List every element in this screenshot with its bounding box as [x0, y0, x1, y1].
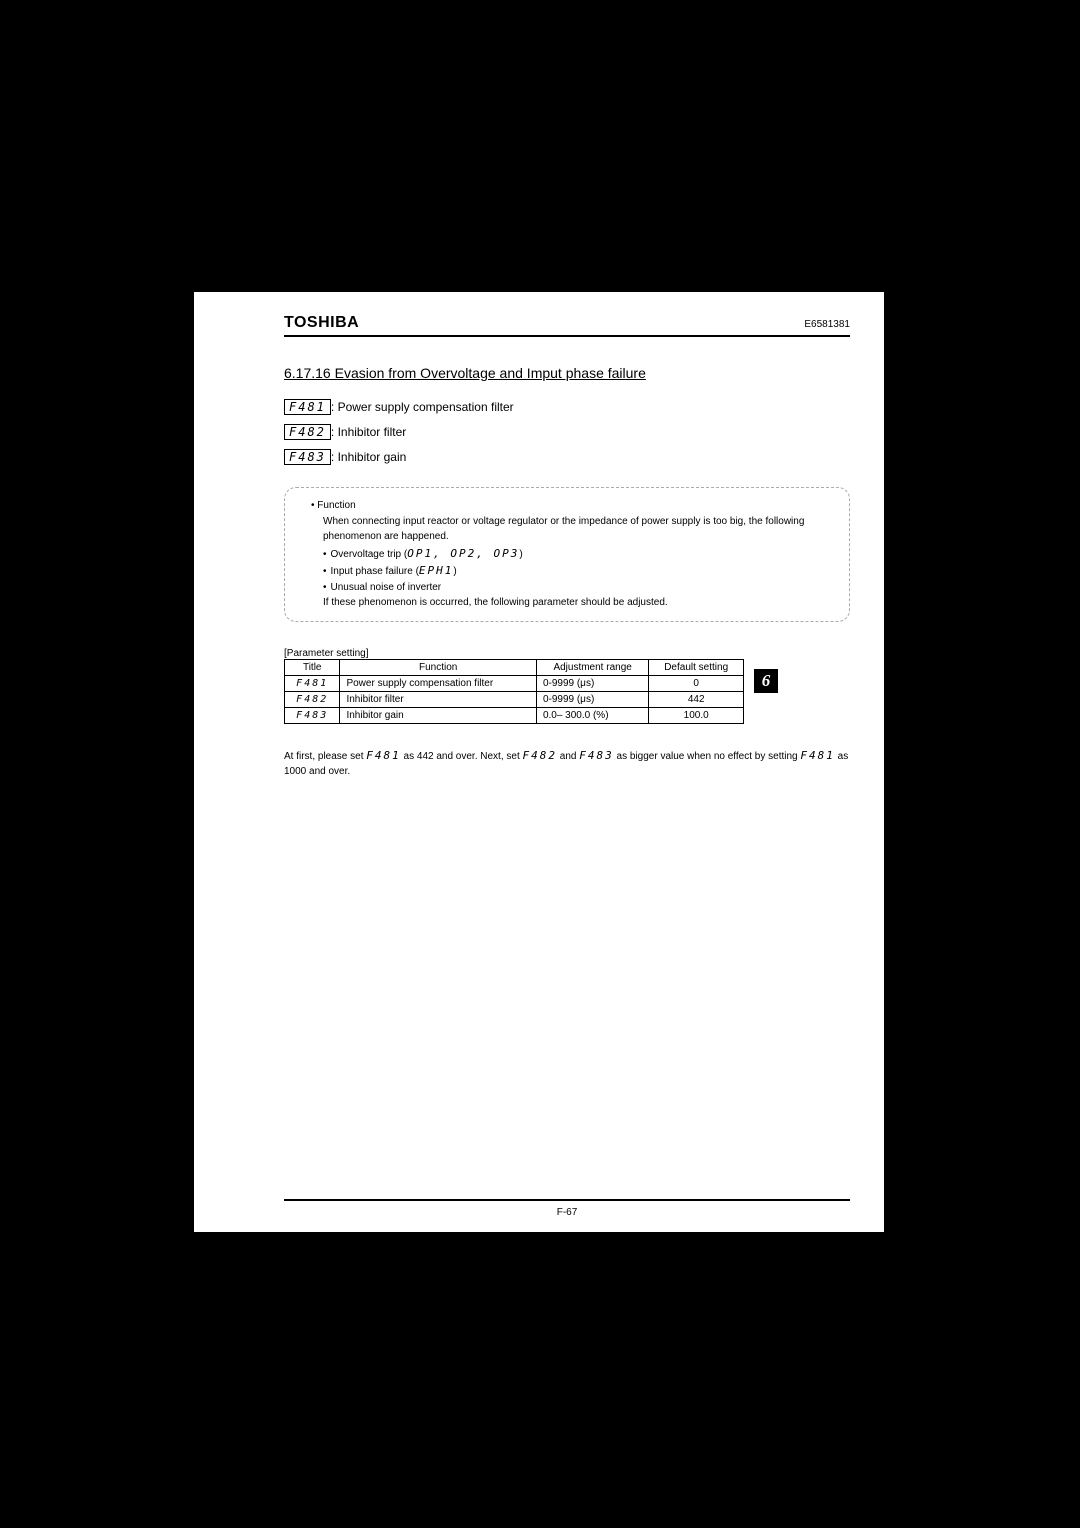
param-label: : Inhibitor filter: [331, 425, 406, 439]
th-title: Title: [285, 659, 340, 675]
function-label: • Function: [311, 498, 835, 514]
function-item: Unusual noise of inverter: [323, 580, 835, 596]
function-item: Overvoltage trip (OP1, OP2, OP3): [323, 545, 835, 563]
cell-default: 0: [649, 675, 744, 691]
param-code-box: F482: [284, 424, 331, 440]
code-inline: F482: [523, 749, 558, 762]
code-inline: F481: [800, 749, 835, 762]
parameter-table: Title Function Adjustment range Default …: [284, 659, 744, 724]
cell-func: Inhibitor filter: [340, 691, 536, 707]
header: TOSHIBA E6581381: [284, 314, 850, 337]
page-footer: F-67: [284, 1199, 850, 1218]
code-inline: EPH1: [419, 564, 454, 577]
cell-default: 100.0: [649, 707, 744, 723]
function-tail: If these phenomenon is occurred, the fol…: [323, 595, 835, 611]
table-row-wrapper: Title Function Adjustment range Default …: [284, 659, 850, 724]
param-label: : Inhibitor gain: [331, 450, 406, 464]
param-code-box: F481: [284, 399, 331, 415]
code-inline: F481: [366, 749, 401, 762]
cell-default: 442: [649, 691, 744, 707]
table-row: F482 Inhibitor filter 0-9999 (μs) 442: [285, 691, 744, 707]
param-label: : Power supply compensation filter: [331, 400, 514, 414]
cell-title: F482: [285, 691, 340, 707]
param-f483: F483: Inhibitor gain: [284, 449, 850, 465]
cell-title: F483: [285, 707, 340, 723]
cell-range: 0-9999 (μs): [536, 691, 648, 707]
table-row: F483 Inhibitor gain 0.0– 300.0 (%) 100.0: [285, 707, 744, 723]
cell-title: F481: [285, 675, 340, 691]
page-container: TOSHIBA E6581381 6.17.16 Evasion from Ov…: [194, 292, 884, 1232]
cell-func: Power supply compensation filter: [340, 675, 536, 691]
table-caption: [Parameter setting]: [284, 648, 850, 659]
th-function: Function: [340, 659, 536, 675]
brand-logo: TOSHIBA: [284, 314, 359, 332]
table-header-row: Title Function Adjustment range Default …: [285, 659, 744, 675]
chapter-tab-badge: 6: [754, 669, 778, 693]
param-code-box: F483: [284, 449, 331, 465]
function-lead: When connecting input reactor or voltage…: [323, 514, 835, 545]
table-row: F481 Power supply compensation filter 0-…: [285, 675, 744, 691]
section-heading: 6.17.16 Evasion from Overvoltage and Imp…: [284, 365, 850, 381]
param-f481: F481: Power supply compensation filter: [284, 399, 850, 415]
function-item: Input phase failure (EPH1): [323, 562, 835, 580]
cell-range: 0.0– 300.0 (%): [536, 707, 648, 723]
code-inline: OP1, OP2, OP3: [407, 547, 519, 560]
cell-func: Inhibitor gain: [340, 707, 536, 723]
th-default: Default setting: [649, 659, 744, 675]
doc-number: E6581381: [804, 319, 850, 330]
param-f482: F482: Inhibitor filter: [284, 424, 850, 440]
code-inline: F483: [579, 749, 614, 762]
th-range: Adjustment range: [536, 659, 648, 675]
cell-range: 0-9999 (μs): [536, 675, 648, 691]
function-box: • Function When connecting input reactor…: [284, 487, 850, 622]
footnote: At first, please set F481 as 442 and ove…: [284, 748, 850, 780]
